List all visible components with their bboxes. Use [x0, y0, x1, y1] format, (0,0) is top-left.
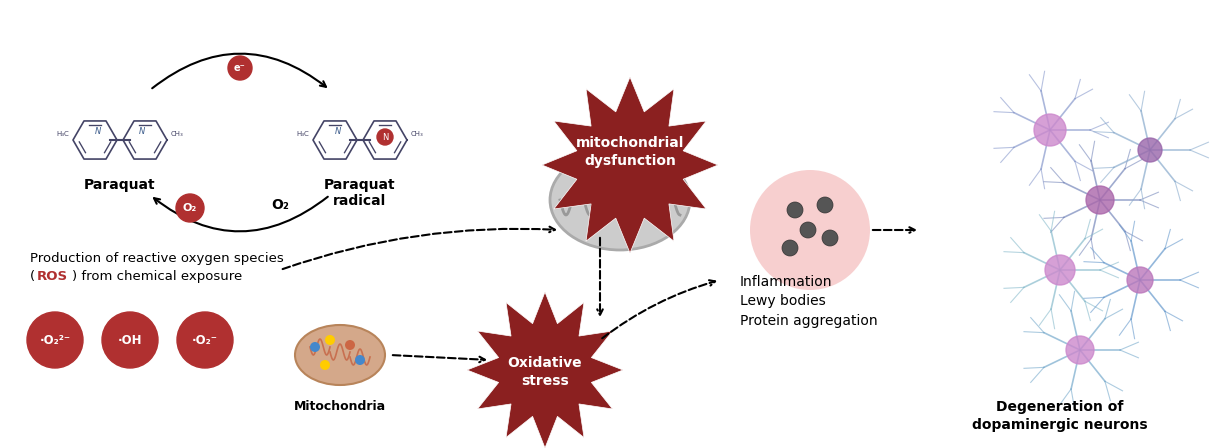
Circle shape: [355, 355, 365, 365]
Circle shape: [1066, 336, 1094, 364]
Text: H₃C: H₃C: [296, 131, 308, 137]
Text: Paraquat
radical: Paraquat radical: [324, 178, 395, 208]
Text: N: N: [382, 133, 388, 142]
Text: Paraquat: Paraquat: [84, 178, 155, 192]
Circle shape: [176, 194, 204, 222]
Circle shape: [800, 222, 816, 238]
Text: ·OH: ·OH: [118, 333, 142, 346]
Circle shape: [228, 56, 252, 80]
Circle shape: [102, 312, 158, 368]
Circle shape: [27, 312, 83, 368]
Circle shape: [787, 202, 803, 218]
Polygon shape: [468, 292, 623, 448]
Circle shape: [750, 170, 870, 290]
Text: CH₃: CH₃: [411, 131, 424, 137]
Circle shape: [377, 129, 393, 145]
Text: (: (: [31, 270, 35, 283]
Ellipse shape: [295, 325, 386, 385]
Text: ·O₂²⁻: ·O₂²⁻: [39, 333, 71, 346]
Circle shape: [1138, 138, 1162, 162]
Text: H₃C: H₃C: [56, 131, 69, 137]
Text: Mitochondria: Mitochondria: [294, 400, 386, 413]
Circle shape: [782, 240, 798, 256]
Polygon shape: [542, 77, 718, 253]
Text: Production of reactive oxygen species: Production of reactive oxygen species: [31, 252, 284, 265]
Text: O₂: O₂: [271, 198, 289, 212]
Text: N: N: [138, 127, 146, 136]
Text: e⁻: e⁻: [234, 63, 246, 73]
Circle shape: [816, 197, 834, 213]
Text: ) from chemical exposure: ) from chemical exposure: [72, 270, 242, 283]
Circle shape: [345, 340, 355, 350]
Circle shape: [326, 335, 335, 345]
Text: Oxidative
stress: Oxidative stress: [508, 356, 583, 388]
Text: N: N: [335, 127, 341, 136]
Text: N: N: [95, 127, 102, 136]
Circle shape: [177, 312, 233, 368]
Text: Inflammation
Lewy bodies
Protein aggregation: Inflammation Lewy bodies Protein aggrega…: [741, 275, 878, 328]
Circle shape: [1045, 255, 1075, 285]
Text: ROS: ROS: [37, 270, 69, 283]
Circle shape: [823, 230, 838, 246]
Circle shape: [1034, 114, 1066, 146]
Text: O₂: O₂: [182, 203, 197, 213]
Ellipse shape: [550, 150, 690, 250]
Circle shape: [310, 342, 319, 352]
Circle shape: [1127, 267, 1153, 293]
Text: ·O₂⁻: ·O₂⁻: [192, 333, 218, 346]
Circle shape: [319, 360, 330, 370]
Text: Degeneration of
dopaminergic neurons: Degeneration of dopaminergic neurons: [972, 400, 1148, 432]
Text: mitochondrial
dysfunction: mitochondrial dysfunction: [575, 136, 684, 168]
Text: CH₃: CH₃: [171, 131, 184, 137]
Circle shape: [1086, 186, 1114, 214]
